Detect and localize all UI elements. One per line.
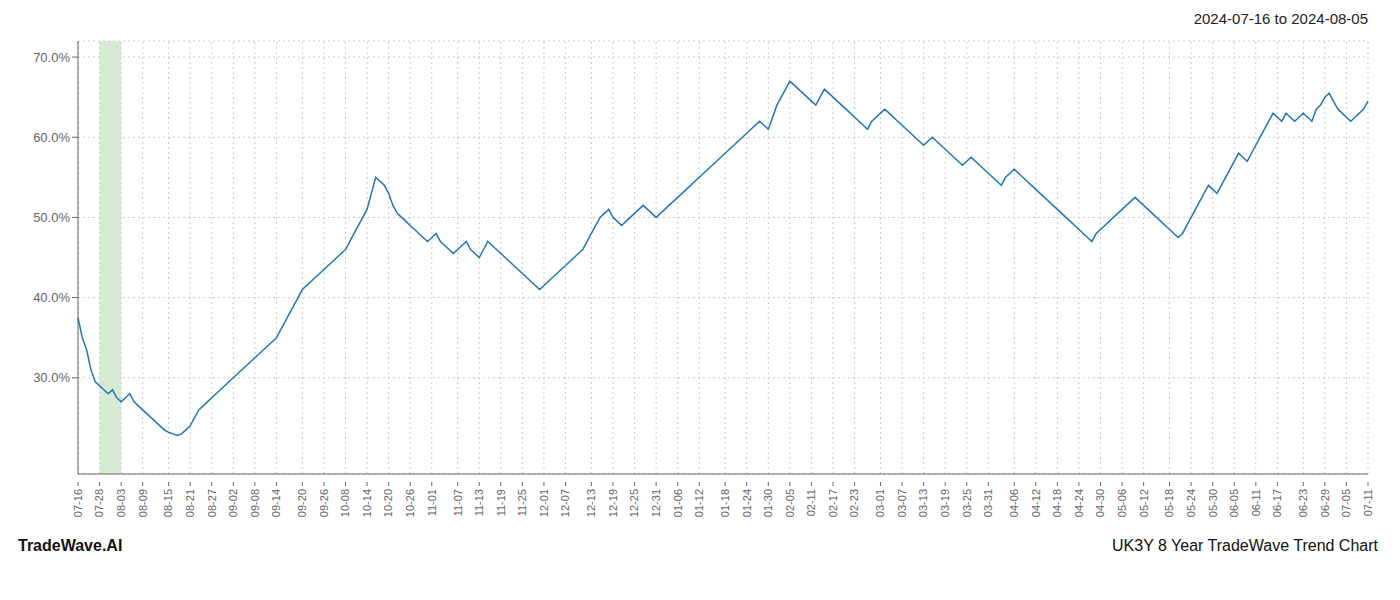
svg-text:05-06: 05-06 [1116,489,1128,517]
svg-text:04-18: 04-18 [1051,489,1063,517]
svg-text:05-12: 05-12 [1138,489,1150,517]
svg-text:09-14: 09-14 [270,489,282,517]
svg-text:60.0%: 60.0% [33,130,70,145]
svg-text:01-06: 01-06 [672,489,684,517]
svg-text:08-27: 08-27 [206,489,218,517]
svg-text:03-25: 03-25 [961,489,973,517]
svg-text:08-03: 08-03 [115,489,127,517]
svg-text:07-28: 07-28 [93,489,105,517]
svg-text:12-01: 12-01 [538,489,550,517]
svg-text:12-31: 12-31 [650,489,662,517]
svg-text:12-25: 12-25 [628,489,640,517]
svg-text:03-31: 03-31 [982,489,994,517]
svg-text:10-20: 10-20 [382,489,394,517]
svg-text:01-24: 01-24 [741,489,753,517]
svg-text:09-08: 09-08 [249,489,261,517]
svg-text:08-15: 08-15 [162,489,174,517]
svg-text:07-05: 07-05 [1340,489,1352,517]
svg-text:10-26: 10-26 [404,489,416,517]
svg-text:09-26: 09-26 [318,489,330,517]
svg-text:06-11: 06-11 [1250,489,1262,516]
svg-text:05-24: 05-24 [1185,489,1197,517]
svg-text:40.0%: 40.0% [33,290,70,305]
svg-text:06-23: 06-23 [1297,489,1309,517]
html-text:TradeWave.AI: TradeWave.AI [18,537,123,554]
svg-text:70.0%: 70.0% [33,50,70,65]
svg-text:04-06: 04-06 [1008,489,1020,517]
svg-text:11-19: 11-19 [495,489,507,516]
svg-text:11-07: 11-07 [452,489,464,516]
svg-text:02-23: 02-23 [848,489,860,517]
svg-text:12-19: 12-19 [607,489,619,517]
svg-text:01-18: 01-18 [719,489,731,517]
html-text:UK3Y 8 Year TradeWave Trend Ch: UK3Y 8 Year TradeWave Trend Chart [1112,537,1378,554]
svg-text:12-07: 12-07 [559,489,571,517]
svg-text:50.0%: 50.0% [33,210,70,225]
svg-text:12-13: 12-13 [585,489,597,517]
svg-text:07-11: 07-11 [1362,489,1374,516]
svg-text:10-08: 10-08 [339,489,351,517]
svg-text:02-17: 02-17 [827,489,839,517]
svg-text:10-14: 10-14 [361,489,373,517]
svg-text:09-20: 09-20 [296,489,308,517]
svg-text:03-01: 03-01 [874,489,886,517]
svg-text:04-12: 04-12 [1030,489,1042,517]
svg-text:01-30: 01-30 [762,489,774,517]
svg-text:06-29: 06-29 [1319,489,1331,517]
svg-text:07-16: 07-16 [72,489,84,517]
svg-text:11-01: 11-01 [426,489,438,516]
svg-text:03-19: 03-19 [939,489,951,517]
svg-text:09-02: 09-02 [227,489,239,517]
svg-text:11-25: 11-25 [516,489,528,516]
svg-text:08-09: 08-09 [137,489,149,517]
svg-text:06-17: 06-17 [1271,489,1283,517]
svg-text:02-11: 02-11 [805,489,817,516]
svg-text:04-30: 04-30 [1094,489,1106,517]
svg-text:03-13: 03-13 [917,489,929,517]
svg-text:01-12: 01-12 [693,489,705,517]
svg-text:03-07: 03-07 [896,489,908,517]
svg-text:08-21: 08-21 [184,489,196,517]
svg-text:05-18: 05-18 [1163,489,1175,517]
svg-text:02-05: 02-05 [784,489,796,517]
svg-text:04-24: 04-24 [1073,489,1085,517]
svg-text:05-30: 05-30 [1207,489,1219,517]
svg-text:11-13: 11-13 [473,489,485,516]
svg-text:30.0%: 30.0% [33,370,70,385]
svg-text:06-05: 06-05 [1228,489,1240,517]
html-text:2024-07-16 to 2024-08-05: 2024-07-16 to 2024-08-05 [1193,10,1368,27]
